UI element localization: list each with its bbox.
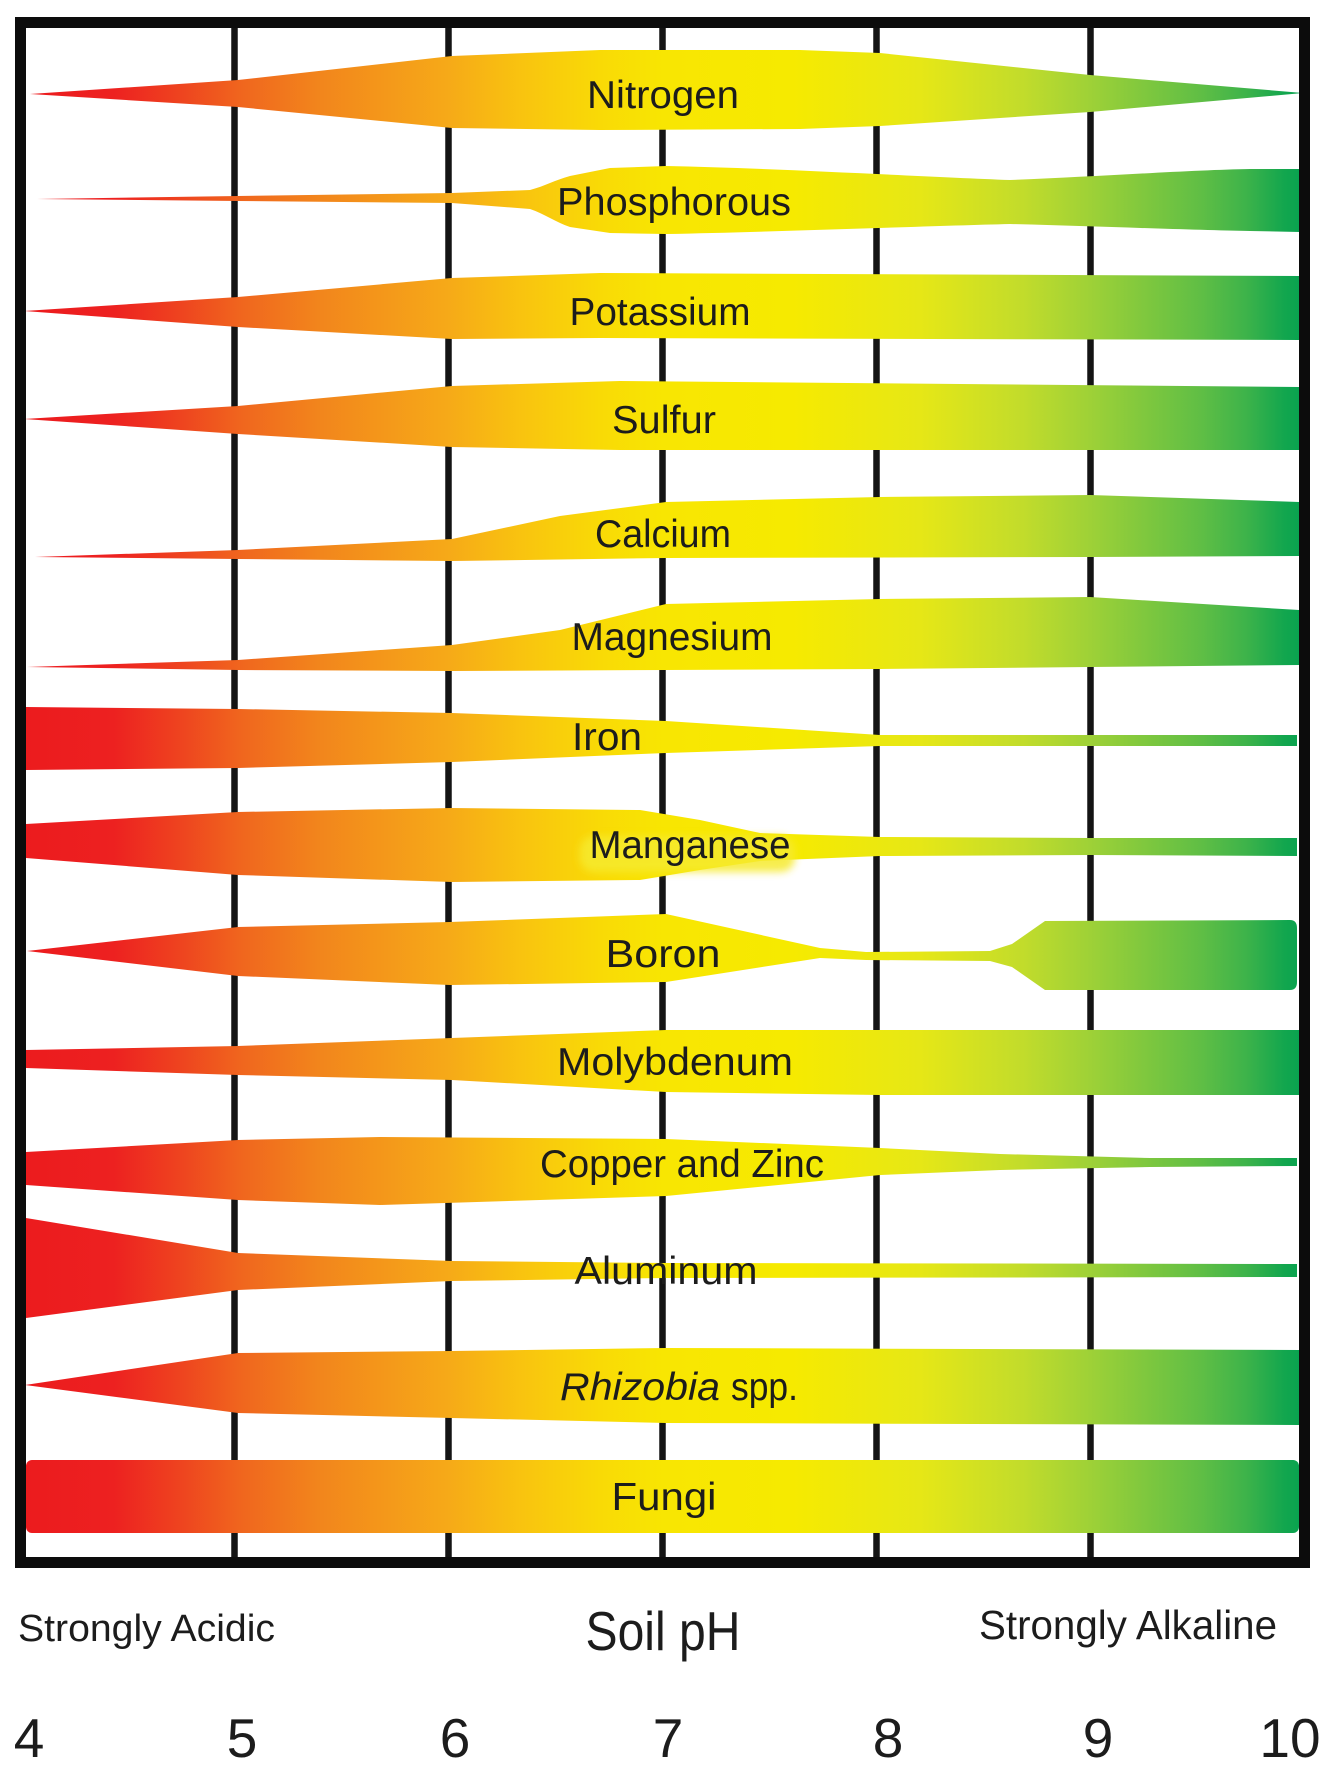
svg-text:7: 7 xyxy=(653,1707,684,1769)
svg-text:Nitrogen: Nitrogen xyxy=(587,74,739,117)
svg-text:Iron: Iron xyxy=(572,716,642,759)
svg-text:Sulfur: Sulfur xyxy=(612,399,716,442)
svg-text:Molybdenum: Molybdenum xyxy=(557,1041,793,1084)
svg-text:Fungi: Fungi xyxy=(612,1476,717,1519)
svg-text:Phosphorous: Phosphorous xyxy=(557,181,791,224)
svg-text:Calcium: Calcium xyxy=(595,513,731,556)
svg-text:6: 6 xyxy=(440,1707,471,1769)
svg-text:Rhizobia: Rhizobia xyxy=(560,1366,720,1409)
svg-text:spp.: spp. xyxy=(731,1366,798,1409)
svg-text:Strongly Alkaline: Strongly Alkaline xyxy=(979,1602,1277,1648)
svg-text:Manganese: Manganese xyxy=(590,824,791,867)
svg-text:Strongly Acidic: Strongly Acidic xyxy=(18,1608,275,1650)
svg-text:10: 10 xyxy=(1259,1707,1320,1769)
svg-text:Aluminum: Aluminum xyxy=(575,1250,758,1293)
svg-text:Potassium: Potassium xyxy=(570,291,751,334)
svg-text:Copper and Zinc: Copper and Zinc xyxy=(540,1143,824,1186)
svg-text:Boron: Boron xyxy=(606,933,721,976)
svg-text:4: 4 xyxy=(14,1707,45,1769)
svg-text:5: 5 xyxy=(227,1707,258,1769)
svg-text:8: 8 xyxy=(873,1707,904,1769)
svg-text:Soil pH: Soil pH xyxy=(586,1600,741,1662)
svg-text:Magnesium: Magnesium xyxy=(572,616,773,659)
svg-text:9: 9 xyxy=(1083,1707,1114,1769)
